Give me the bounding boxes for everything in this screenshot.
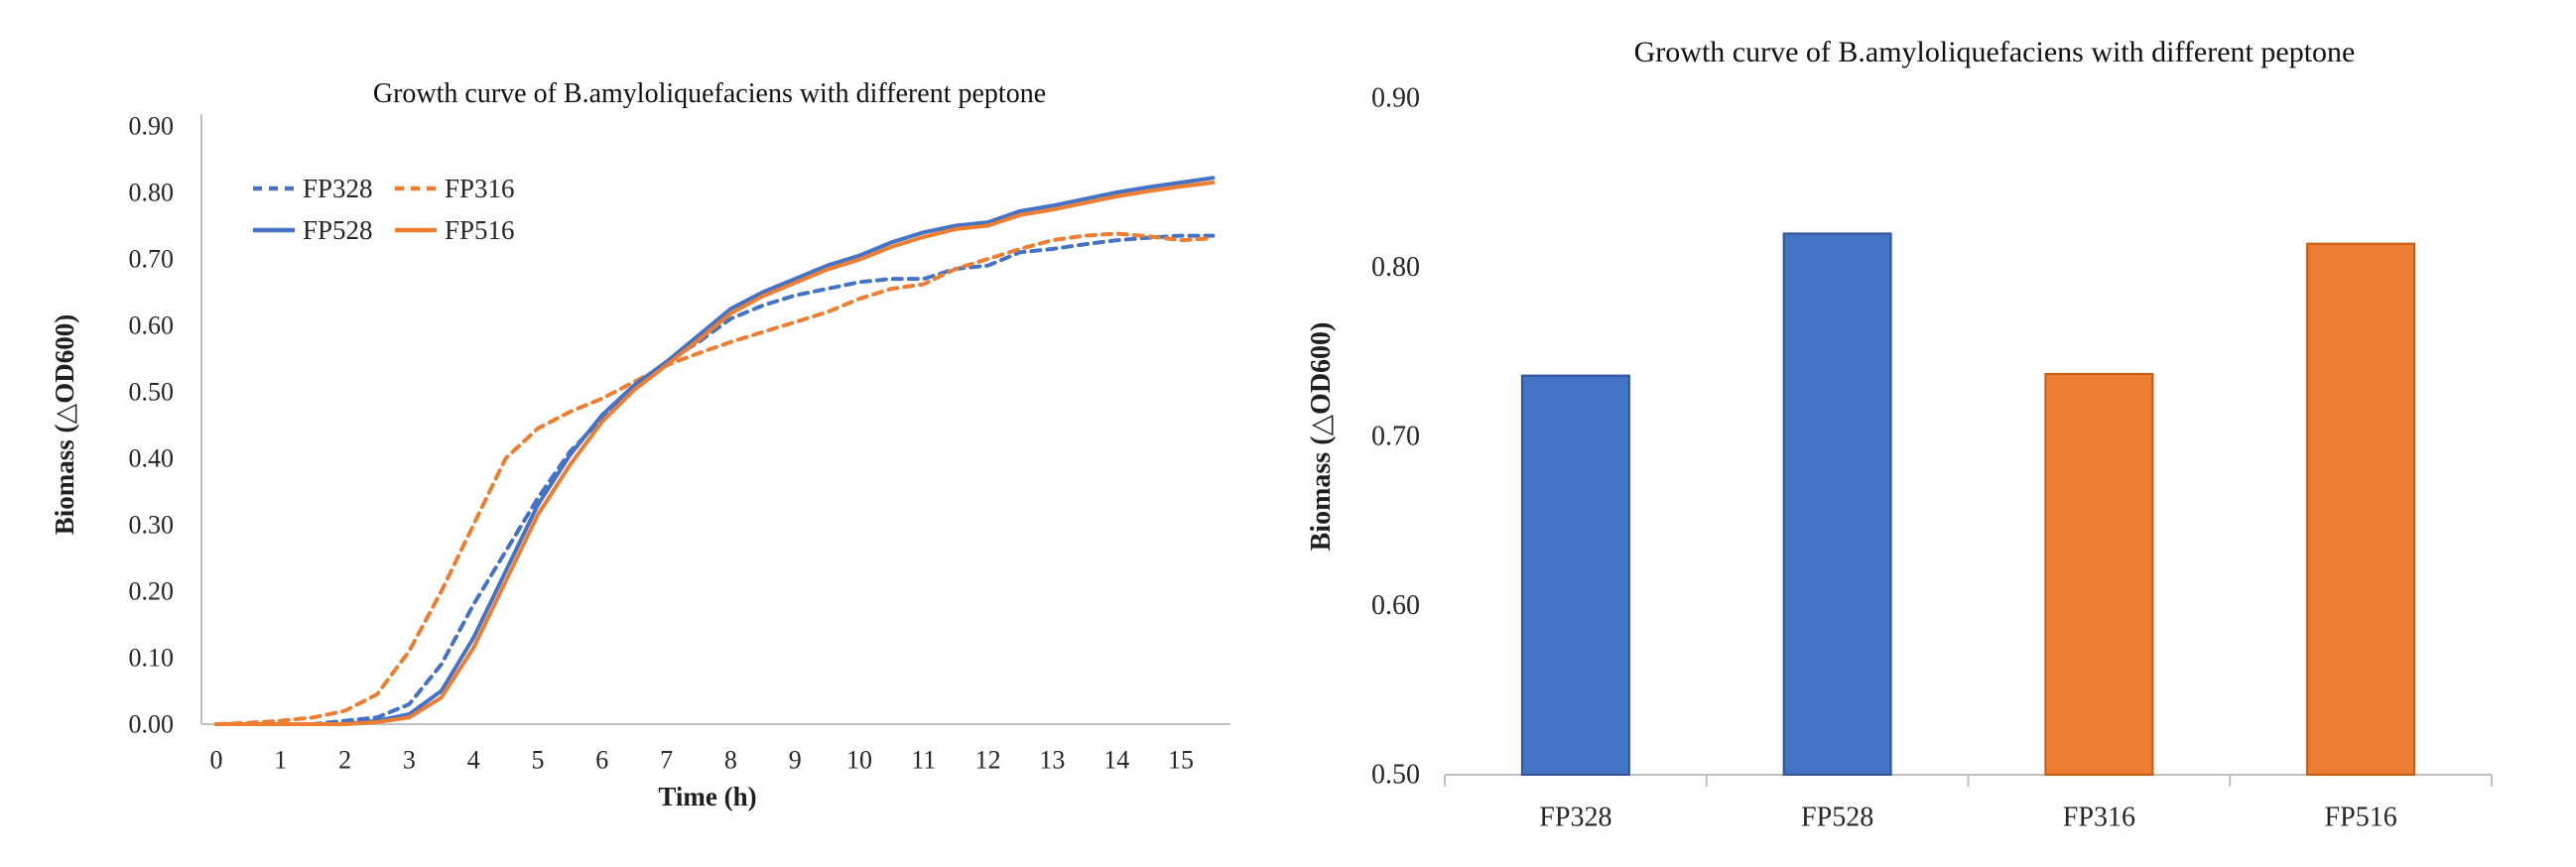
- legend-label-FP516: FP516: [445, 215, 515, 245]
- line-chart: Growth curve of B.amyloliquefaciens with…: [50, 78, 1230, 811]
- bar-y-tick-label: 0.80: [1371, 252, 1420, 283]
- line-y-tick-label: 0.90: [129, 112, 175, 141]
- bar-chart-title: Growth curve of B.amyloliquefaciens with…: [1634, 36, 2356, 68]
- bar-category-label: FP316: [2063, 803, 2135, 833]
- bar-chart-plot: 0.50 0.60 0.70 0.80 0.90 FP328 FP528 FP316 FP516: [1371, 83, 2493, 833]
- bar-FP328: [1520, 374, 1630, 776]
- line-x-tick-label: 15: [1168, 746, 1194, 775]
- line-y-tick-label: 0.40: [129, 444, 175, 473]
- line-x-tick-label: 13: [1039, 746, 1065, 775]
- bar-chart-ylabel: Biomass (△OD600): [1306, 322, 1337, 552]
- bar-category-label: FP328: [1539, 803, 1611, 833]
- line-x-tick-label: 12: [975, 746, 1001, 775]
- line-x-tick-label: 9: [789, 746, 802, 775]
- legend-label-FP528: FP528: [303, 215, 373, 245]
- line-x-tick-label: 10: [846, 746, 872, 775]
- bar-y-tick-label: 0.60: [1371, 590, 1420, 621]
- series-line-FP316: [214, 231, 1216, 726]
- line-x-tick-label: 3: [403, 746, 416, 775]
- line-chart-plot: 0.00 0.10 0.20 0.30 0.40 0.50 0.60 0.70 0.80 0.90…: [129, 112, 1230, 775]
- line-chart-title: Growth curve of B.amyloliquefaciens with…: [373, 78, 1046, 109]
- line-x-tick-label: 5: [532, 746, 545, 775]
- bar-FP516: [2306, 242, 2416, 776]
- bar-category-label: FP528: [1801, 803, 1873, 833]
- series-line-FP528: [214, 176, 1216, 726]
- bar-y-tick-label: 0.70: [1371, 422, 1420, 452]
- bar-FP316: [2044, 372, 2154, 776]
- line-x-tick-label: 0: [210, 746, 223, 775]
- line-x-tick-label: 6: [595, 746, 608, 775]
- line-chart-xlabel: Time (h): [658, 782, 756, 811]
- line-x-tick-label: 7: [660, 746, 673, 775]
- line-y-tick-label: 0.00: [129, 710, 175, 739]
- line-chart-ylabel: Biomass (△OD600): [50, 314, 79, 536]
- line-x-tick-label: 14: [1103, 746, 1129, 775]
- line-x-tick-label: 11: [911, 746, 936, 775]
- line-x-tick-label: 8: [724, 746, 737, 775]
- line-y-tick-label: 0.30: [129, 511, 175, 540]
- line-y-tick-label: 0.80: [129, 179, 175, 207]
- bar-category-label: FP516: [2325, 803, 2397, 833]
- bar-chart: Growth curve of B.amyloliquefaciens with…: [1306, 36, 2493, 833]
- bar-y-tick-label: 0.50: [1371, 760, 1420, 791]
- line-y-tick-label: 0.10: [129, 644, 175, 673]
- line-y-tick-label: 0.70: [129, 245, 175, 274]
- bar-FP528: [1782, 232, 1892, 776]
- line-y-tick-label: 0.50: [129, 378, 175, 407]
- bar-y-tick-label: 0.90: [1371, 83, 1420, 114]
- line-x-tick-label: 2: [338, 746, 351, 775]
- series-line-FP328: [214, 233, 1216, 726]
- legend-label-FP328: FP328: [303, 174, 373, 203]
- line-x-tick-label: 4: [467, 746, 480, 775]
- line-y-tick-label: 0.20: [129, 577, 175, 606]
- series-line-FP516: [214, 181, 1216, 726]
- legend-label-FP316: FP316: [445, 174, 515, 203]
- line-y-tick-label: 0.60: [129, 311, 175, 340]
- line-x-tick-label: 1: [274, 746, 287, 775]
